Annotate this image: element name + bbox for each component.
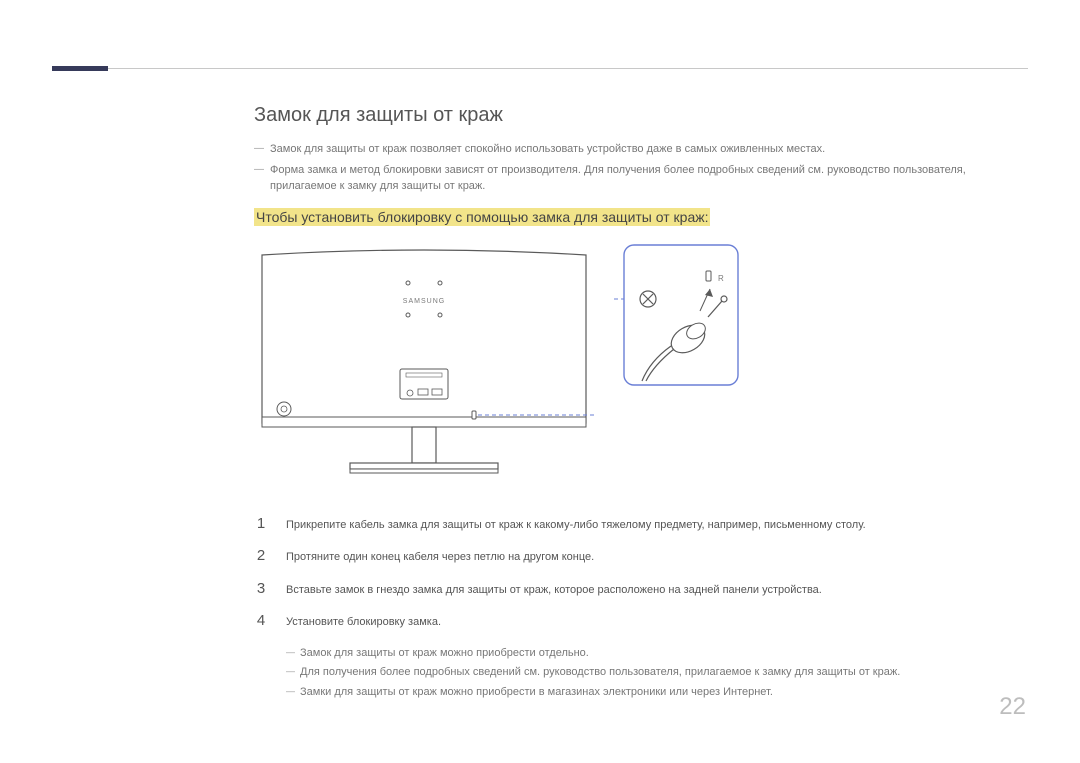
sub-notes: Замок для защиты от краж можно приобрест… bbox=[286, 645, 1030, 702]
step-item: 3 Вставьте замок в гнездо замка для защи… bbox=[254, 580, 1030, 599]
step-text: Установите блокировку замка. bbox=[286, 614, 441, 631]
step-number: 1 bbox=[254, 515, 268, 532]
step-text: Вставьте замок в гнездо замка для защиты… bbox=[286, 582, 822, 599]
diagram-row: SAMSUNG bbox=[254, 241, 1030, 489]
svg-text:R: R bbox=[718, 274, 724, 283]
lock-callout-diagram: R bbox=[614, 241, 742, 391]
step-item: 2 Протяните один конец кабеля через петл… bbox=[254, 547, 1030, 566]
note-2: Форма замка и метод блокировки зависят о… bbox=[254, 162, 1030, 195]
step-item: 1 Прикрепите кабель замка для защиты от … bbox=[254, 515, 1030, 534]
subtitle-wrap: Чтобы установить блокировку с помощью за… bbox=[254, 209, 1030, 227]
step-number: 2 bbox=[254, 547, 268, 564]
page-number: 22 bbox=[999, 693, 1026, 721]
step-text: Прикрепите кабель замка для защиты от кр… bbox=[286, 517, 866, 534]
step-item: 4 Установите блокировку замка. bbox=[254, 612, 1030, 631]
brand-label: SAMSUNG bbox=[403, 298, 445, 305]
procedure-subtitle: Чтобы установить блокировку с помощью за… bbox=[254, 208, 710, 226]
header-divider-accent bbox=[52, 66, 108, 71]
section-title: Замок для защиты от краж bbox=[254, 104, 1030, 127]
steps-list: 1 Прикрепите кабель замка для защиты от … bbox=[254, 515, 1030, 631]
page-content: Замок для защиты от краж Замок для защит… bbox=[254, 104, 1030, 703]
sub-note: Замок для защиты от краж можно приобрест… bbox=[286, 645, 1030, 663]
sub-note: Для получения более подробных сведений с… bbox=[286, 664, 1030, 682]
monitor-rear-diagram: SAMSUNG bbox=[254, 241, 594, 489]
header-divider bbox=[52, 68, 1028, 69]
step-text: Протяните один конец кабеля через петлю … bbox=[286, 549, 594, 566]
step-number: 4 bbox=[254, 612, 268, 629]
note-1: Замок для защиты от краж позволяет споко… bbox=[254, 141, 1030, 158]
step-number: 3 bbox=[254, 580, 268, 597]
sub-note: Замки для защиты от краж можно приобрест… bbox=[286, 684, 1030, 702]
